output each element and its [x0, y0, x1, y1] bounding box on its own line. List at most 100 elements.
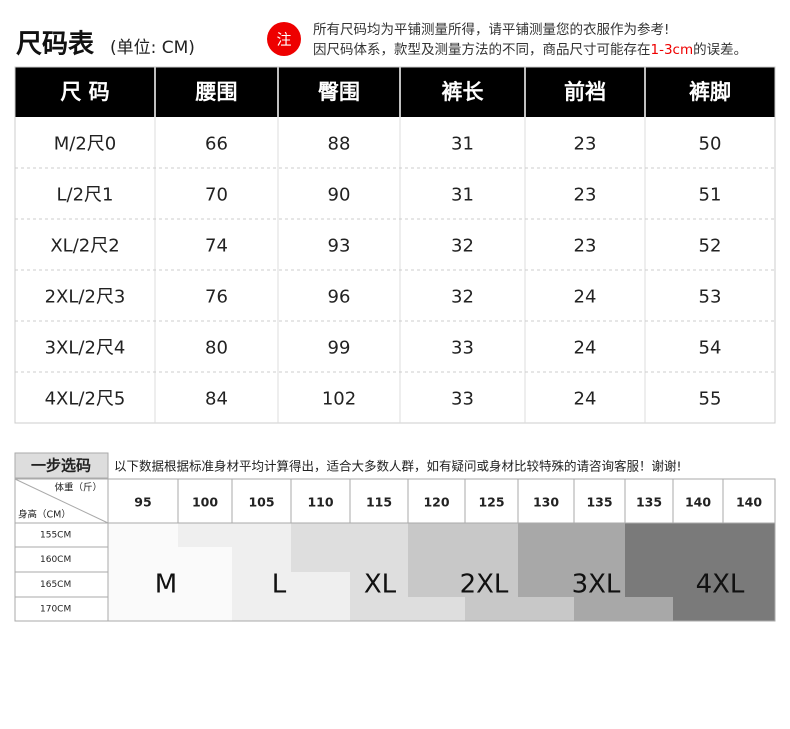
cell: XL/2尺2: [50, 236, 119, 257]
table-border: [14, 66, 776, 424]
size-zone: [108, 523, 178, 547]
weight: 125: [478, 495, 504, 510]
cell: 55: [699, 389, 722, 410]
cell: 52: [699, 236, 722, 257]
cell: 80: [205, 338, 228, 359]
cell: 66: [205, 134, 228, 155]
selector-title: 一步选码: [31, 457, 91, 475]
grid-border: [14, 478, 776, 622]
size-zone: [518, 523, 625, 547]
weight: 135: [636, 495, 662, 510]
weight: 140: [736, 495, 762, 510]
note-highlight: 1-3cm: [651, 42, 694, 58]
cell: 32: [451, 287, 474, 308]
weight-label: 体重（斤）: [54, 482, 102, 494]
size-zone: [108, 572, 232, 597]
weight: 100: [192, 495, 218, 510]
cell: 24: [574, 389, 597, 410]
weight: 130: [533, 495, 559, 510]
column-header: 腰围: [195, 80, 238, 104]
cell: 33: [451, 389, 474, 410]
cell: 102: [322, 389, 356, 410]
column-header: 尺 码: [60, 80, 109, 104]
size-label: 4XL: [696, 570, 745, 600]
size-zone: [465, 597, 574, 621]
weight: 135: [586, 495, 612, 510]
size-label: L: [272, 570, 287, 600]
size-zone: [291, 547, 408, 572]
cell: 70: [205, 185, 228, 206]
note-text: 因尺码体系，款型及测量方法的不同，商品尺寸可能存在: [313, 42, 651, 58]
size-zone: [625, 572, 775, 597]
cell: M/2尺0: [54, 134, 117, 155]
column-header: 前裆: [564, 80, 606, 104]
cell: 74: [205, 236, 228, 257]
weight: 120: [423, 495, 449, 510]
cell: 50: [699, 134, 722, 155]
cell: 93: [328, 236, 351, 257]
title: 尺码表: [16, 30, 95, 60]
cell: 99: [328, 338, 351, 359]
note-text: 的误差。: [693, 42, 747, 58]
weight: 110: [307, 495, 333, 510]
size-zone: [408, 572, 518, 597]
size-zone: [350, 572, 408, 597]
column-header: 裤脚: [689, 80, 731, 104]
size-label: 2XL: [460, 570, 509, 600]
note-line: 所有尺码均为平铺测量所得，请平铺测量您的衣服作为参考!: [313, 21, 669, 38]
size-label: XL: [364, 570, 397, 600]
column-header: 裤长: [442, 80, 485, 104]
cell: 31: [451, 185, 474, 206]
cell: 84: [205, 389, 228, 410]
size-label: M: [155, 570, 177, 600]
cell: 4XL/2尺5: [45, 389, 126, 410]
note-mark: 注: [276, 31, 291, 49]
selector-title-bg: [14, 452, 109, 479]
note-badge: [267, 22, 301, 56]
cell: 88: [328, 134, 351, 155]
note-line: 因尺码体系，款型及测量方法的不同，商品尺寸可能存在1-3cm的误差。: [313, 42, 747, 58]
cell: 33: [451, 338, 474, 359]
size-zone: [518, 572, 625, 597]
cell: 96: [328, 287, 351, 308]
cell: 23: [574, 185, 597, 206]
weight: 115: [366, 495, 392, 510]
size-zone: [625, 547, 775, 572]
weight: 140: [685, 495, 711, 510]
size-zone: [408, 523, 518, 547]
size-zone: [518, 547, 625, 572]
weight: 105: [248, 495, 274, 510]
diagonal: [14, 478, 109, 524]
unit: (单位: CM): [110, 38, 195, 58]
size-zone: [108, 547, 232, 572]
size-zone: [108, 597, 232, 621]
cell: 2XL/2尺3: [45, 287, 126, 308]
cell: 23: [574, 134, 597, 155]
size-zone: [625, 523, 775, 547]
column-header: 臀围: [318, 80, 360, 104]
weight: 95: [134, 495, 151, 510]
size-zone: [350, 597, 465, 621]
cell: 24: [574, 338, 597, 359]
size-zone: [232, 572, 350, 597]
cell: 24: [574, 287, 597, 308]
cell: 3XL/2尺4: [45, 338, 126, 359]
cell: 51: [699, 185, 722, 206]
cell: 54: [699, 338, 722, 359]
height: 165CM: [40, 580, 71, 590]
size-zone: [673, 597, 775, 621]
cell: 53: [699, 287, 722, 308]
cell: 76: [205, 287, 228, 308]
cell: 23: [574, 236, 597, 257]
table-header-bg: [15, 67, 775, 117]
height: 160CM: [40, 555, 71, 565]
size-zone: [408, 547, 518, 572]
size-zone: [232, 597, 350, 621]
size-zone: [291, 523, 408, 547]
cell: 90: [328, 185, 351, 206]
size-label: 3XL: [572, 570, 621, 600]
height: 170CM: [40, 605, 71, 615]
cell: L/2尺1: [57, 185, 114, 206]
selector-description: 以下数据根据标准身材平均计算得出，适合大多数人群，如有疑问或身材比较特殊的请咨询…: [114, 459, 682, 474]
